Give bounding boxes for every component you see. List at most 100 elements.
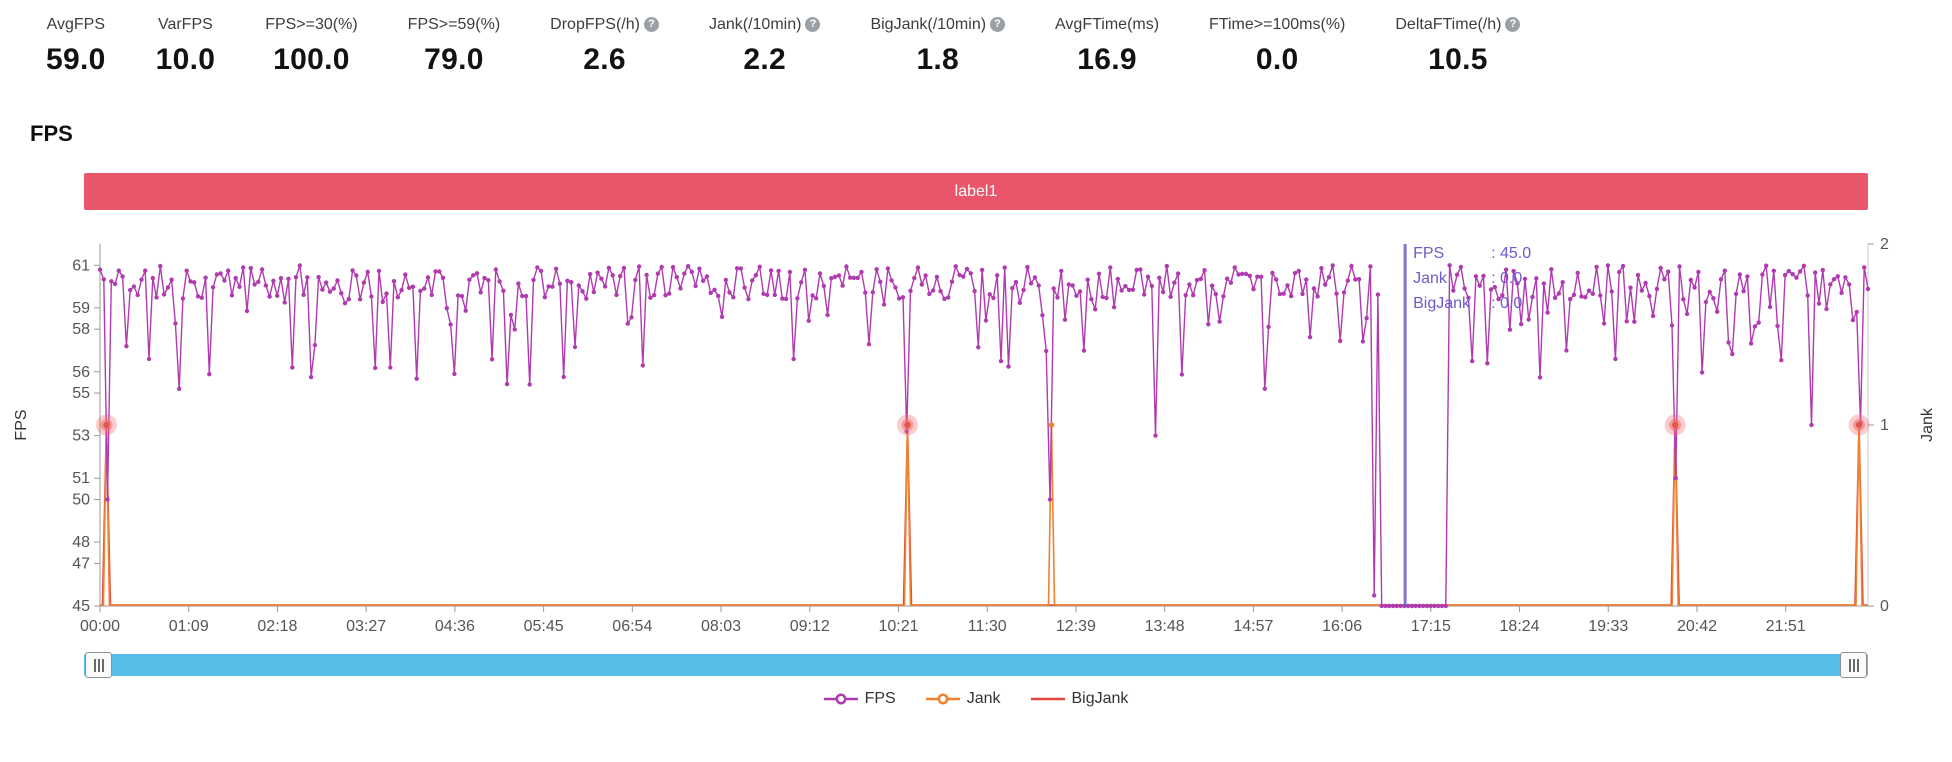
fps-point (1334, 291, 1339, 296)
fps-point (1345, 278, 1351, 283)
fps-point (1443, 603, 1449, 609)
help-icon[interactable]: ? (1505, 17, 1521, 32)
fps-point (1677, 264, 1682, 269)
fps-point (674, 275, 679, 280)
fps-point (1217, 319, 1222, 324)
stat-label-text: VarFPS (157, 16, 213, 33)
x-tick-label: 02:18 (257, 618, 297, 635)
chart-canvas[interactable]: 61 59 58 56 55 53 51 50 48 47 45 2 1 0 00:00 01:09 02:18… (0, 210, 1952, 650)
stat-bigjank-10min: BigJank(/10min)? 1.8 (870, 16, 1006, 77)
fps-point (765, 292, 770, 298)
help-icon[interactable]: ? (990, 17, 1006, 32)
fps-point (787, 269, 793, 275)
fps-point (1598, 293, 1603, 298)
fps-point (1096, 271, 1102, 276)
fps-point (1790, 272, 1795, 277)
fps-point (1617, 269, 1622, 275)
help-icon[interactable]: ? (643, 17, 659, 32)
fps-point (1492, 284, 1498, 290)
fps-point (1500, 293, 1505, 298)
fps-line[interactable] (99, 263, 1869, 607)
fps-point (795, 296, 800, 301)
stat-label: VarFPS (156, 16, 216, 34)
fps-point (120, 274, 125, 279)
bigjank-point[interactable] (1671, 421, 1679, 429)
fps-point (878, 279, 883, 284)
stat-value: 1.8 (916, 43, 960, 76)
fps-point (1688, 277, 1694, 283)
fps-point (1368, 264, 1373, 269)
fps-point (440, 275, 446, 280)
fps-point (1760, 272, 1765, 277)
fps-point (1062, 317, 1068, 322)
fps-point (237, 284, 242, 289)
fps-point (840, 283, 845, 288)
fps-point (1590, 291, 1596, 296)
fps-point (1364, 315, 1369, 321)
fps-point (1530, 294, 1535, 300)
jank-line[interactable] (100, 424, 1868, 606)
fps-point (1775, 323, 1780, 329)
scrollbar-right-handle[interactable] (1840, 652, 1867, 678)
fps-point (1745, 274, 1750, 279)
scrollbar-left-handle[interactable] (85, 652, 112, 678)
fps-point (987, 292, 992, 297)
fps-point (1824, 306, 1829, 312)
jank-point[interactable] (1048, 422, 1055, 428)
fps-point (418, 288, 423, 294)
bigjank-point[interactable] (1855, 421, 1863, 429)
fps-point (357, 297, 363, 302)
legend-item-jank[interactable]: Jank (925, 690, 1001, 708)
fps-point (648, 295, 653, 300)
fps-point (972, 288, 977, 294)
fps-point (1831, 277, 1837, 282)
fps-point (233, 275, 238, 281)
fps-point (520, 293, 525, 299)
fps-point (1537, 375, 1543, 380)
chart-zoom-scrollbar[interactable] (84, 652, 1868, 678)
fps-point (320, 287, 325, 292)
legend-item-bigjank[interactable]: BigJank (1030, 690, 1128, 708)
stat-dropfps-h: DropFPS(/h)? 2.6 (550, 16, 659, 77)
fps-point (1756, 320, 1761, 325)
fps-point (610, 273, 615, 278)
fps-point (1865, 286, 1871, 292)
fps-point (109, 279, 114, 284)
fps-point (930, 288, 936, 293)
fps-point (810, 293, 815, 298)
fps-point (531, 277, 536, 283)
fps-point (1289, 293, 1294, 299)
bigjank-point[interactable] (904, 421, 911, 429)
scrollbar-track[interactable] (84, 654, 1868, 676)
fps-point (1266, 324, 1271, 330)
fps-point (1485, 361, 1490, 366)
stat-label: AvgFTime(ms) (1055, 16, 1159, 34)
fps-point (606, 265, 612, 271)
x-tick-label: 14:57 (1233, 618, 1273, 635)
fps-point (734, 266, 740, 271)
fps-point (226, 268, 231, 273)
fps-point (1059, 268, 1064, 274)
fps-point (1477, 283, 1482, 288)
fps-point (1458, 264, 1464, 270)
fps-point (599, 276, 604, 281)
fps-point (259, 267, 265, 272)
bigjank-line[interactable] (100, 424, 1868, 606)
fps-point (817, 271, 823, 276)
legend-item-fps[interactable]: FPS (823, 690, 896, 708)
fps-point (301, 292, 306, 297)
bigjank-point[interactable] (103, 421, 110, 429)
fps-point (1081, 348, 1087, 353)
fps-point (1409, 603, 1415, 609)
fps-point (135, 292, 140, 298)
x-tick-label: 21:51 (1766, 618, 1806, 635)
fps-point (1145, 274, 1151, 279)
fps-point (406, 285, 412, 290)
fps-point (384, 291, 389, 296)
fps-point (1070, 283, 1075, 288)
fps-point (1541, 281, 1547, 286)
stat-deltaftime-h: DeltaFTime(/h)? 10.5 (1395, 16, 1521, 77)
help-icon[interactable]: ? (805, 17, 821, 32)
stat-label: Jank(/10min)? (709, 16, 821, 34)
fps-chart[interactable]: 61 59 58 56 55 53 51 50 48 47 45 2 1 0 00:00 01:09 02:18… (0, 210, 1952, 650)
